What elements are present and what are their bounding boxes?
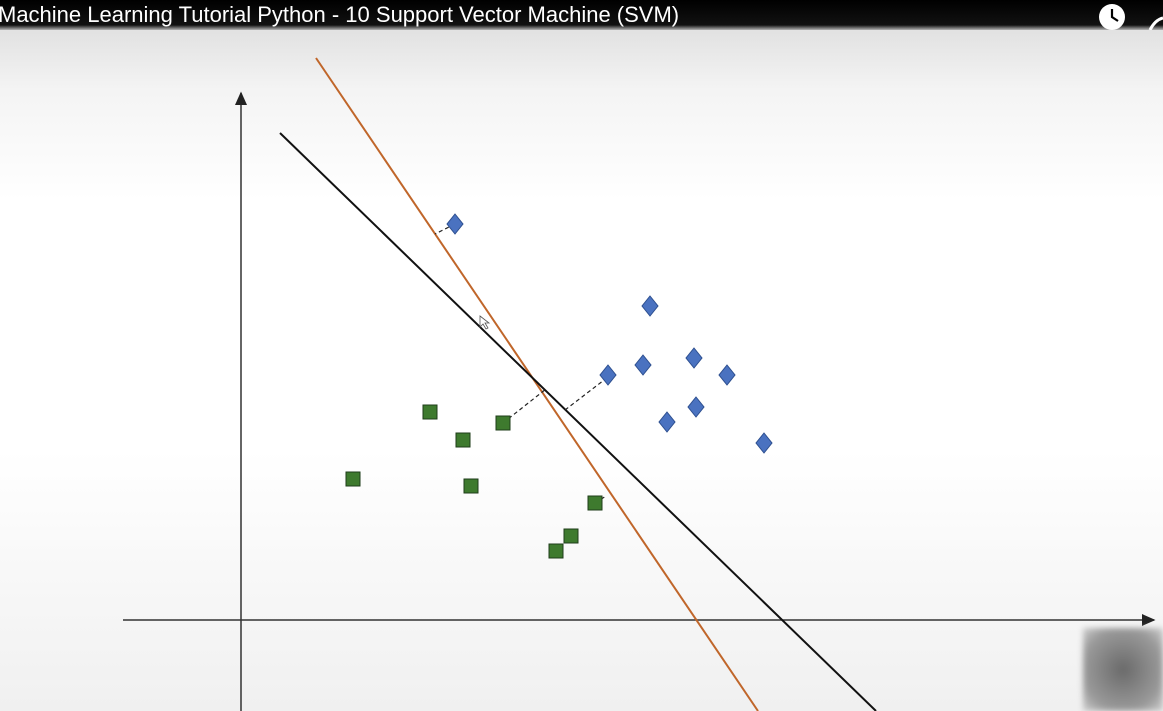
diamond-point — [634, 354, 652, 376]
blurred-overlay — [1083, 628, 1163, 711]
square-point — [455, 432, 471, 448]
square-point — [345, 471, 361, 487]
square-point — [463, 478, 479, 494]
top-bar-icons — [1099, 4, 1163, 30]
top-bar: Machine Learning Tutorial Python - 10 Su… — [0, 0, 1163, 30]
square-point — [422, 404, 438, 420]
diamond-point — [641, 295, 659, 317]
mouse-cursor — [479, 315, 491, 330]
clock-hands — [1110, 9, 1119, 22]
diamond-point — [687, 396, 705, 418]
diamond-point — [446, 213, 464, 235]
class-b — [446, 213, 773, 454]
margin-line — [564, 376, 609, 411]
hyperplane — [279, 132, 877, 711]
square-point — [495, 415, 511, 431]
class-a — [345, 404, 603, 559]
square-point — [587, 495, 603, 511]
square-point — [548, 543, 564, 559]
share-icon[interactable] — [1148, 16, 1163, 30]
video-title[interactable]: Machine Learning Tutorial Python - 10 Su… — [0, 2, 680, 27]
orange-line — [315, 57, 759, 711]
square-point — [563, 528, 579, 544]
diamond-point — [718, 364, 736, 386]
diamond-point — [599, 364, 617, 386]
watch-later-button[interactable] — [1099, 4, 1125, 30]
diamond-point — [755, 432, 773, 454]
margins — [434, 223, 609, 504]
diamond-point — [658, 411, 676, 433]
diamond-point — [685, 347, 703, 369]
